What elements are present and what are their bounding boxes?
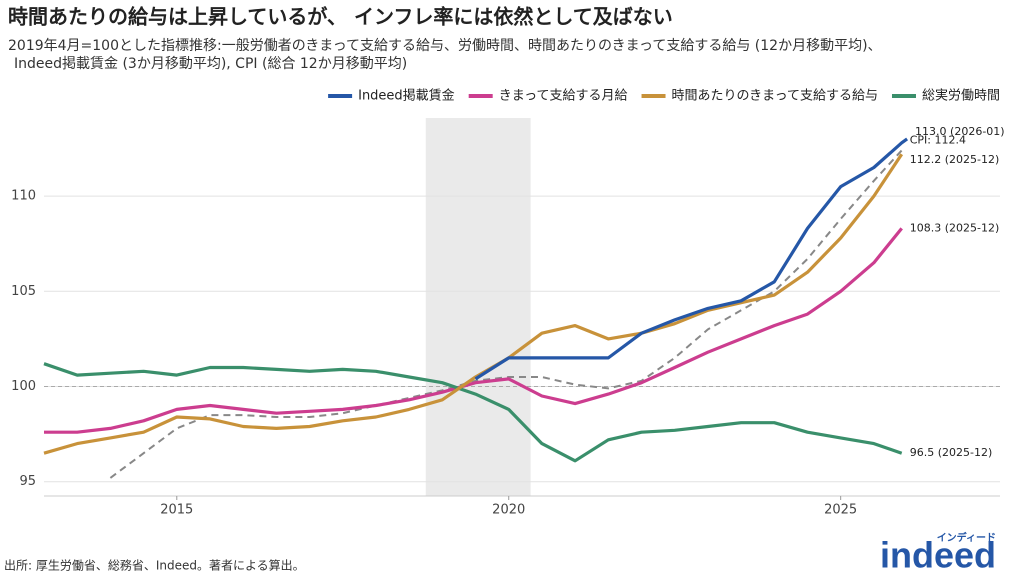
series-line xyxy=(474,137,909,381)
end-label: CPI: 112.4 xyxy=(910,133,966,146)
y-tick-label: 105 xyxy=(11,284,36,299)
legend-label: 総実労働時間 xyxy=(922,88,1000,104)
series-line xyxy=(44,227,903,434)
cpi-line xyxy=(109,149,903,479)
logo: indeed xyxy=(880,535,996,576)
legend-label: 時間あたりのきまって支給する給与 xyxy=(672,89,878,104)
subtitle: Indeed掲載賃金 (3か月移動平均), CPI (総合 12か月移動平均) xyxy=(14,56,407,72)
legend-label: きまって支給する月給 xyxy=(499,89,628,104)
x-tick-label: 2020 xyxy=(492,503,525,518)
end-label: 112.2 (2025-12) xyxy=(910,153,1000,166)
chart-title: 時間あたりの給与は上昇しているが、 インフレ率には依然として及ばない xyxy=(8,5,673,29)
series-line xyxy=(43,362,903,463)
y-tick-label: 100 xyxy=(11,379,36,394)
subtitle: 2019年4月=100とした指標推移:一般労働者のきまって支給する給与、労働時間… xyxy=(8,38,882,54)
end-label: 96.5 (2025-12) xyxy=(910,446,993,459)
x-tick-label: 2025 xyxy=(824,503,857,518)
legend-label: Indeed掲載賃金 xyxy=(358,88,455,104)
shaded-period xyxy=(425,118,531,496)
source: 出所: 厚生労働省、総務省、Indeed。著者による算出。 xyxy=(4,558,305,573)
end-label: 113.0 (2026-01) xyxy=(915,125,1005,138)
series-line xyxy=(43,153,904,455)
end-label: 108.3 (2025-12) xyxy=(910,221,1000,234)
x-tick-label: 2015 xyxy=(160,503,193,518)
y-tick-label: 110 xyxy=(11,189,36,204)
y-tick-label: 95 xyxy=(19,474,36,489)
logo-kana: インディード xyxy=(937,531,996,544)
